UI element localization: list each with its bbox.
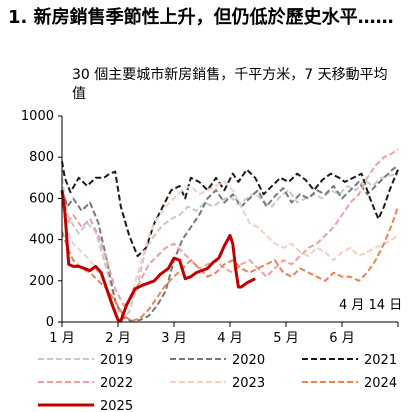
y-tick-label: 0: [46, 315, 54, 330]
date-annotation: 4 月 14 日: [339, 298, 402, 313]
y-tick-label: 800: [29, 150, 54, 165]
page-headline: 1. 新房銷售季節性上升，但仍低於歷史水平……: [8, 7, 394, 28]
chart-axes: 0 200 400 600 800 1000 1 月 2 月 3 月 4 月 5 月 6 月: [21, 109, 399, 346]
legend-label-2020: 2020: [232, 353, 265, 368]
series-line-2025: [60, 189, 256, 323]
legend-label-2023: 2023: [232, 376, 265, 391]
x-tick-label: 5 月: [273, 331, 298, 346]
series-line-2020: [61, 164, 399, 322]
x-tick-label: 3 月: [161, 331, 186, 346]
legend-label-2022: 2022: [100, 376, 133, 391]
legend-label-2019: 2019: [100, 353, 133, 368]
legend-label-2024: 2024: [364, 376, 397, 391]
x-tick-label: 2 月: [105, 331, 130, 346]
chart-legend: 2019 2020 2021 2022 2023 2024 2025: [38, 353, 397, 412]
legend-label-2021: 2021: [364, 353, 397, 368]
y-tick-label: 200: [29, 274, 54, 289]
chart-series-group: [60, 148, 399, 323]
y-tick-label: 400: [29, 233, 54, 248]
x-tick-label: 4 月: [217, 331, 242, 346]
y-tick-label: 1000: [21, 109, 54, 124]
x-tick-label: 1 月: [49, 331, 74, 346]
legend-label-2025: 2025: [100, 399, 133, 412]
x-tick-label: 6 月: [329, 331, 354, 346]
series-line-2021: [61, 161, 399, 258]
series-line-2024: [61, 206, 399, 322]
y-tick-label: 600: [29, 191, 54, 206]
chart-title: 30 個主要城市新房銷售，千平方米，7 天移動平均值: [72, 67, 388, 102]
series-line-2022: [61, 148, 399, 307]
